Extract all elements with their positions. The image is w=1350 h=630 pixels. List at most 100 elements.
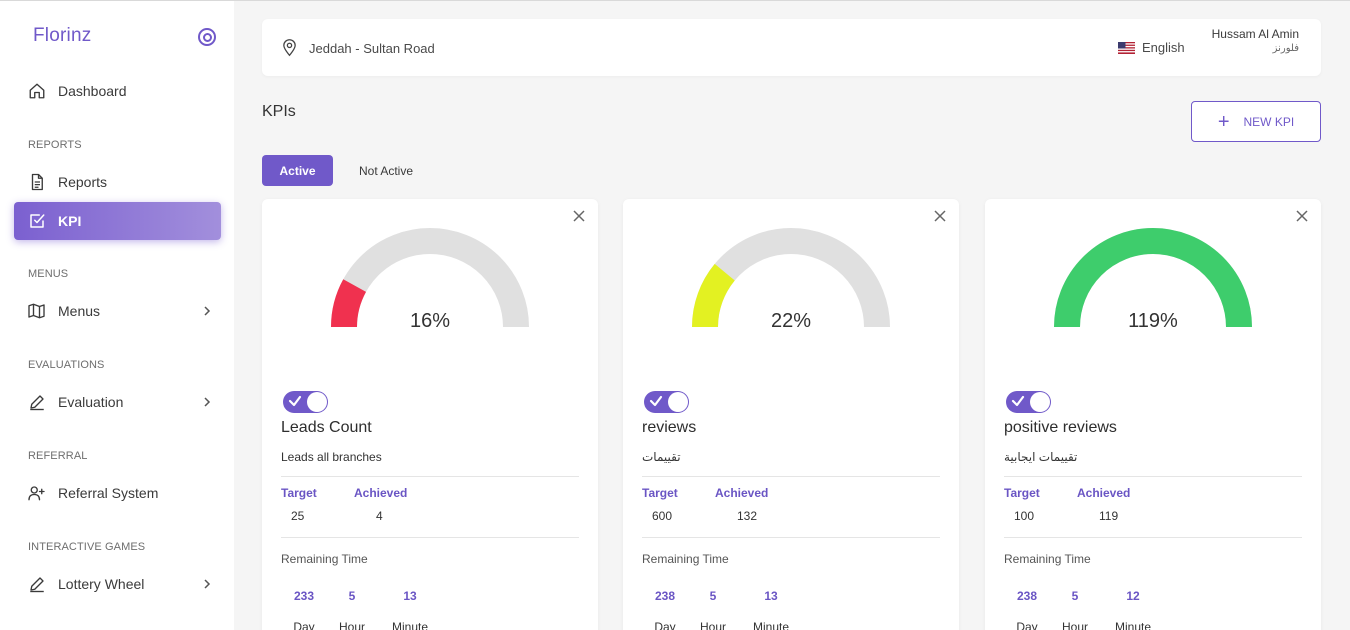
remaining-days: 238 bbox=[1016, 589, 1038, 603]
sidebar-item-label: KPI bbox=[58, 213, 82, 229]
kpi-active-toggle[interactable] bbox=[283, 391, 328, 413]
close-icon[interactable] bbox=[1295, 209, 1309, 223]
gauge-percent: 16% bbox=[409, 310, 451, 332]
user-plus-icon bbox=[27, 484, 46, 503]
sidebar-item-kpi[interactable]: KPI bbox=[14, 202, 221, 240]
kpi-name: Leads Count bbox=[281, 419, 372, 436]
target-label: Target bbox=[281, 486, 317, 500]
kpi-description: Leads all branches bbox=[281, 450, 382, 464]
chevron-right-icon bbox=[203, 304, 211, 320]
divider bbox=[281, 476, 579, 477]
remaining-minutes: 13 bbox=[764, 589, 778, 603]
achieved-label: Achieved bbox=[715, 486, 769, 500]
achieved-value: 119 bbox=[1099, 509, 1119, 523]
chevron-right-icon bbox=[203, 395, 211, 411]
remaining-time-label: Remaining Time bbox=[642, 552, 729, 566]
hour-label: Hour bbox=[338, 620, 365, 630]
achieved-label: Achieved bbox=[1077, 486, 1131, 500]
us-flag-icon bbox=[1118, 41, 1135, 54]
user-org: فلورنز bbox=[1272, 43, 1299, 54]
gauge-percent: 119% bbox=[1128, 310, 1178, 332]
section-label-referral: REFERRAL bbox=[28, 450, 88, 462]
sidebar-item-referral-system[interactable]: Referral System bbox=[14, 474, 221, 512]
sidebar-item-lottery-wheel[interactable]: Lottery Wheel bbox=[14, 565, 221, 603]
progress-gauge bbox=[331, 228, 529, 328]
new-kpi-button[interactable]: + NEW KPI bbox=[1191, 101, 1321, 142]
map-icon bbox=[27, 302, 46, 321]
toggle-knob bbox=[307, 392, 327, 412]
section-label-interactive-games: INTERACTIVE GAMES bbox=[28, 541, 146, 553]
checkbox-icon bbox=[27, 212, 46, 231]
kpi-description: تقييمات bbox=[642, 450, 681, 464]
hour-label: Hour bbox=[699, 620, 726, 630]
sidebar-toggle-icon[interactable] bbox=[198, 28, 216, 46]
remaining-minutes: 12 bbox=[1126, 589, 1140, 603]
branch-location[interactable]: Jeddah - Sultan Road bbox=[309, 41, 435, 56]
sidebar-item-label: Reports bbox=[58, 174, 108, 190]
remaining-days: 233 bbox=[293, 589, 315, 603]
kpi-name: positive reviews bbox=[1004, 419, 1117, 436]
minute-label: Minute bbox=[752, 620, 790, 630]
divider bbox=[642, 537, 940, 538]
plus-icon: + bbox=[1217, 110, 1230, 133]
achieved-value: 4 bbox=[376, 509, 383, 523]
sidebar-item-evaluation[interactable]: Evaluation bbox=[14, 383, 221, 421]
toggle-knob bbox=[668, 392, 688, 412]
kpi-active-toggle[interactable] bbox=[1006, 391, 1051, 413]
kpi-card: 119% positive reviews تقييمات ايجابية Ta… bbox=[985, 199, 1321, 630]
pencil-icon bbox=[27, 575, 46, 594]
remaining-hours: 5 bbox=[348, 589, 356, 603]
tab-active[interactable]: Active bbox=[262, 155, 333, 186]
sidebar-item-label: Referral System bbox=[58, 485, 159, 501]
close-icon[interactable] bbox=[933, 209, 947, 223]
home-icon bbox=[27, 82, 46, 101]
brand-logo[interactable]: Florinz bbox=[33, 25, 92, 46]
achieved-label: Achieved bbox=[354, 486, 408, 500]
section-label-reports: REPORTS bbox=[28, 139, 82, 151]
progress-gauge bbox=[692, 228, 890, 328]
gauge-fill bbox=[1054, 228, 1252, 328]
remaining-hours: 5 bbox=[1071, 589, 1079, 603]
sidebar-item-reports[interactable]: Reports bbox=[14, 163, 221, 201]
target-label: Target bbox=[1004, 486, 1040, 500]
kpi-active-toggle[interactable] bbox=[644, 391, 689, 413]
pencil-icon bbox=[27, 393, 46, 412]
kpi-card: 16% Leads Count Leads all branches Targe… bbox=[262, 199, 598, 630]
new-kpi-label: NEW KPI bbox=[1243, 114, 1295, 129]
tab-not-active[interactable]: Not Active bbox=[358, 163, 414, 178]
remaining-minutes: 13 bbox=[403, 589, 417, 603]
target-value: 600 bbox=[652, 509, 673, 523]
remaining-time-label: Remaining Time bbox=[1004, 552, 1091, 566]
remaining-time-label: Remaining Time bbox=[281, 552, 368, 566]
progress-gauge bbox=[1054, 228, 1252, 328]
target-value: 25 bbox=[291, 509, 305, 523]
check-icon bbox=[288, 395, 302, 407]
section-label-evaluations: EVALUATIONS bbox=[28, 359, 105, 371]
sidebar: Florinz Dashboard REPORTS Reports KPI ME… bbox=[0, 1, 234, 630]
sidebar-item-menus[interactable]: Menus bbox=[14, 292, 221, 330]
remaining-days: 238 bbox=[654, 589, 676, 603]
document-icon bbox=[27, 173, 46, 192]
divider bbox=[281, 537, 579, 538]
divider bbox=[1004, 537, 1302, 538]
section-label-menus: MENUS bbox=[28, 268, 69, 280]
divider bbox=[1004, 476, 1302, 477]
top-bar: Jeddah - Sultan Road English Hussam Al A… bbox=[262, 19, 1321, 76]
close-icon[interactable] bbox=[572, 209, 586, 223]
check-icon bbox=[1011, 395, 1025, 407]
gauge-fill bbox=[692, 263, 736, 328]
sidebar-item-dashboard[interactable]: Dashboard bbox=[14, 72, 221, 110]
kpi-name: reviews bbox=[642, 419, 697, 436]
divider bbox=[642, 476, 940, 477]
day-label: Day bbox=[654, 620, 676, 630]
day-label: Day bbox=[293, 620, 315, 630]
kpi-card: 22% reviews تقييمات Target Achieved 600 … bbox=[623, 199, 959, 630]
target-value: 100 bbox=[1014, 509, 1035, 523]
language-selector[interactable]: English bbox=[1142, 40, 1185, 55]
sidebar-item-label: Dashboard bbox=[58, 83, 127, 99]
check-icon bbox=[649, 395, 663, 407]
user-name[interactable]: Hussam Al Amin bbox=[1211, 27, 1299, 41]
day-label: Day bbox=[1016, 620, 1038, 630]
hour-label: Hour bbox=[1061, 620, 1088, 630]
minute-label: Minute bbox=[1114, 620, 1152, 630]
